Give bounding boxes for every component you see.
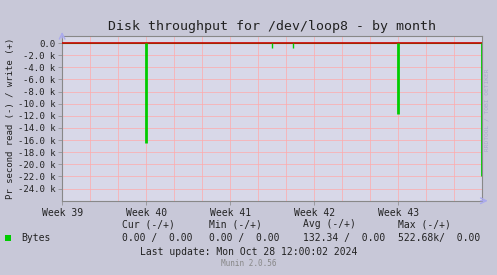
Y-axis label: Pr second read (-) / write (+): Pr second read (-) / write (+): [6, 38, 15, 199]
Text: Avg (-/+): Avg (-/+): [303, 219, 356, 229]
Text: 0.00 /  0.00: 0.00 / 0.00: [122, 233, 192, 243]
Text: 132.34 /  0.00: 132.34 / 0.00: [303, 233, 385, 243]
Bar: [5, 235, 10, 241]
Text: 0.00 /  0.00: 0.00 / 0.00: [209, 233, 279, 243]
Text: Last update: Mon Oct 28 12:00:02 2024: Last update: Mon Oct 28 12:00:02 2024: [140, 247, 357, 257]
Text: Min (-/+): Min (-/+): [209, 219, 261, 229]
Text: Bytes: Bytes: [21, 233, 51, 243]
Title: Disk throughput for /dev/loop8 - by month: Disk throughput for /dev/loop8 - by mont…: [108, 20, 436, 33]
Text: 522.68k/  0.00: 522.68k/ 0.00: [398, 233, 480, 243]
Text: Max (-/+): Max (-/+): [398, 219, 450, 229]
Text: Munin 2.0.56: Munin 2.0.56: [221, 260, 276, 268]
Text: Cur (-/+): Cur (-/+): [122, 219, 174, 229]
Text: RRDTOOL / TOBI OETIKER: RRDTOOL / TOBI OETIKER: [485, 69, 490, 151]
